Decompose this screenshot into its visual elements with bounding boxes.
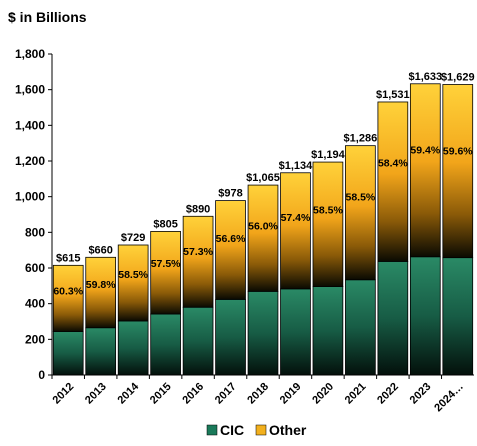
y-tick-label: 1,400	[15, 118, 45, 132]
x-tick-label: 2014	[115, 380, 141, 406]
bar-cic-2018	[247, 290, 279, 376]
total-label: $805	[153, 218, 177, 230]
y-tick-label: 800	[25, 225, 45, 239]
total-label: $1,629	[441, 71, 475, 83]
bar-other-2020	[312, 161, 344, 287]
total-label: $1,531	[376, 89, 410, 101]
x-tick-label: 2021	[343, 381, 369, 407]
bar-other-2024…	[442, 84, 474, 259]
bar-other-2014	[117, 244, 149, 322]
legend-label-cic: CIC	[220, 422, 244, 438]
y-tick-label: 400	[25, 297, 45, 311]
x-tick-label: 2018	[245, 381, 271, 407]
total-label: $1,633	[408, 71, 442, 83]
bar-cic-2024…	[442, 257, 474, 376]
legend-swatch-cic	[206, 424, 218, 436]
bar-cic-2022	[377, 261, 409, 376]
bar-cic-2023	[409, 256, 441, 376]
x-tick-label: 2016	[180, 381, 206, 407]
legend-swatch-other	[255, 424, 267, 436]
other-share-label: 57.5%	[151, 258, 181, 270]
bar-other-2021	[345, 145, 376, 281]
bar-other-2017	[215, 200, 246, 300]
bar-other-2023	[409, 83, 441, 258]
bar-cic-2013	[85, 327, 117, 376]
bar-other-2013	[85, 256, 117, 329]
x-tick-label: 2017	[213, 381, 239, 407]
bar-cic-2017	[215, 298, 246, 376]
x-axis: 2012 2013 2014 2015 2016 2017 2018 2019 2020 2021…	[51, 374, 474, 415]
bar-cic-2012	[52, 331, 84, 376]
x-tick-label: 2019	[278, 381, 304, 407]
bar-cic-2016	[182, 306, 214, 376]
y-tick-label: 1,600	[15, 83, 45, 97]
bars: $615 60.3% $660 59.8% $729 58.5% $805 57.5% $890…	[52, 71, 475, 376]
x-tick-label: 2020	[310, 381, 336, 407]
bar-other-2019	[280, 172, 311, 290]
bar-other-2018	[247, 184, 279, 292]
y-tick-label: 1,800	[15, 47, 45, 61]
total-label: $660	[88, 244, 112, 256]
y-tick-label: 600	[25, 261, 45, 275]
bar-other-2016	[182, 215, 214, 308]
other-share-label: 56.6%	[216, 233, 246, 245]
x-tick-label: 2013	[83, 381, 109, 407]
legend-label-other: Other	[269, 422, 307, 438]
total-label: $615	[56, 252, 80, 264]
other-share-label: 59.6%	[443, 145, 473, 157]
y-tick-label: 0	[38, 368, 45, 382]
total-label: $890	[186, 203, 210, 215]
other-share-label: 56.0%	[248, 220, 278, 232]
total-label: $1,065	[246, 172, 280, 184]
x-tick-label: 2015	[148, 381, 174, 407]
y-tick-label: 200	[25, 332, 45, 346]
bar-cic-2019	[280, 288, 311, 376]
y-tick-label: 1,000	[15, 190, 45, 204]
x-tick-label: 2012	[51, 381, 77, 407]
x-tick-label: 2023	[408, 381, 434, 407]
y-tick-label: 1,200	[15, 154, 45, 168]
other-share-label: 57.3%	[183, 246, 213, 258]
bar-other-2015	[150, 231, 181, 315]
y-unit-label: $ in Billions	[8, 9, 87, 25]
bar-cic-2015	[150, 313, 181, 376]
bar-cic-2014	[117, 320, 149, 376]
total-label: $978	[218, 188, 242, 200]
other-share-label: 58.4%	[378, 158, 408, 170]
y-axis: 0 200 400 600 800 1,000 1,200 1,400 1,600 1,800	[15, 47, 53, 382]
bar-cic-2020	[312, 286, 344, 376]
other-share-label: 58.5%	[118, 269, 148, 281]
other-share-label: 59.8%	[86, 279, 116, 291]
total-label: $1,194	[311, 149, 346, 161]
total-label: $1,134	[279, 160, 314, 172]
x-tick-label: 2022	[375, 381, 401, 407]
other-share-label: 59.4%	[410, 145, 440, 157]
total-label: $729	[121, 232, 145, 244]
x-tick-label: 2024…	[432, 381, 466, 415]
other-share-label: 60.3%	[53, 285, 83, 297]
legend: CIC Other	[206, 422, 307, 438]
bar-cic-2021	[345, 279, 376, 376]
bar-other-2012	[52, 264, 84, 332]
other-share-label: 57.4%	[281, 212, 311, 224]
total-label: $1,286	[344, 133, 378, 145]
bar-other-2022	[377, 101, 409, 262]
other-share-label: 58.5%	[313, 204, 343, 216]
other-share-label: 58.5%	[345, 192, 375, 204]
